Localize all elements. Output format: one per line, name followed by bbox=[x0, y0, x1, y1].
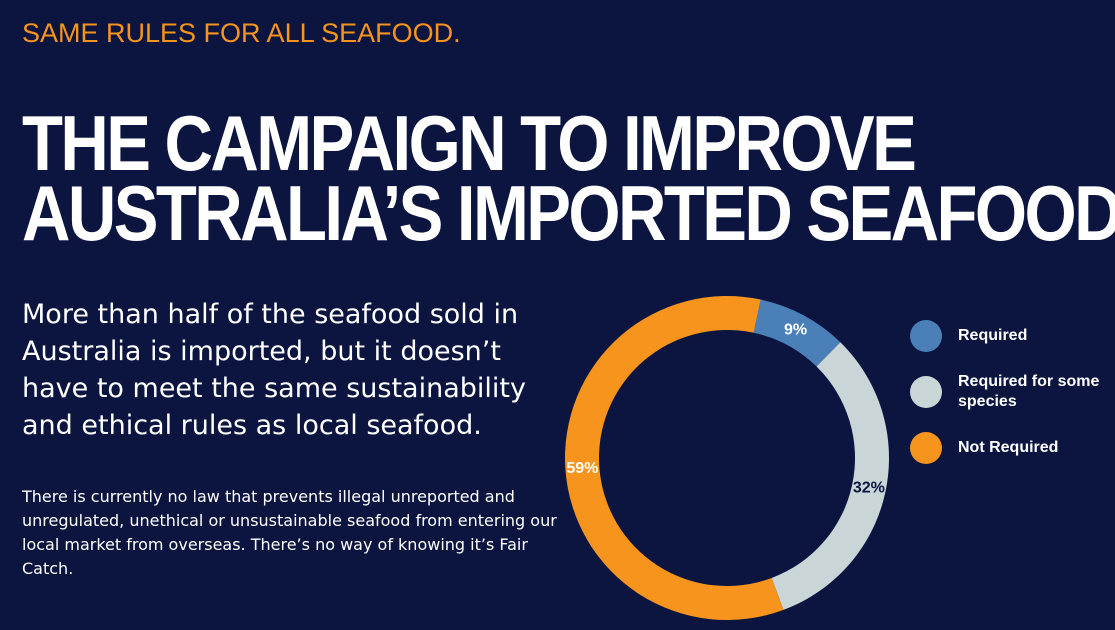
legend-item: Required bbox=[910, 320, 1113, 352]
donut-segment bbox=[771, 342, 890, 610]
legend-label: Required for some species bbox=[958, 373, 1100, 410]
headline: AUSTRALIA’S IMPORTED SEAFOOD bbox=[22, 169, 1115, 257]
legend-item: Required for some species bbox=[910, 372, 1113, 412]
legend-item: Not Required bbox=[910, 432, 1113, 464]
legend-label: Required bbox=[958, 327, 1028, 344]
legend-swatch bbox=[910, 320, 942, 352]
intro-text: More than half of the seafood sold in Au… bbox=[22, 299, 526, 441]
headline: THE CAMPAIGN TO IMPROVE bbox=[22, 99, 917, 187]
body-text: There is currently no law that prevents … bbox=[22, 487, 557, 578]
legend-swatch bbox=[910, 376, 942, 408]
donut-segment bbox=[753, 299, 841, 367]
value-label: 9% bbox=[784, 321, 807, 338]
legend-swatch bbox=[910, 432, 942, 464]
value-label: 32% bbox=[853, 479, 885, 496]
donut-segment bbox=[565, 296, 784, 620]
value-label: 59% bbox=[566, 460, 598, 477]
legend-label: Not Required bbox=[958, 439, 1059, 456]
eyebrow: SAME RULES FOR ALL SEAFOOD. bbox=[22, 18, 461, 48]
